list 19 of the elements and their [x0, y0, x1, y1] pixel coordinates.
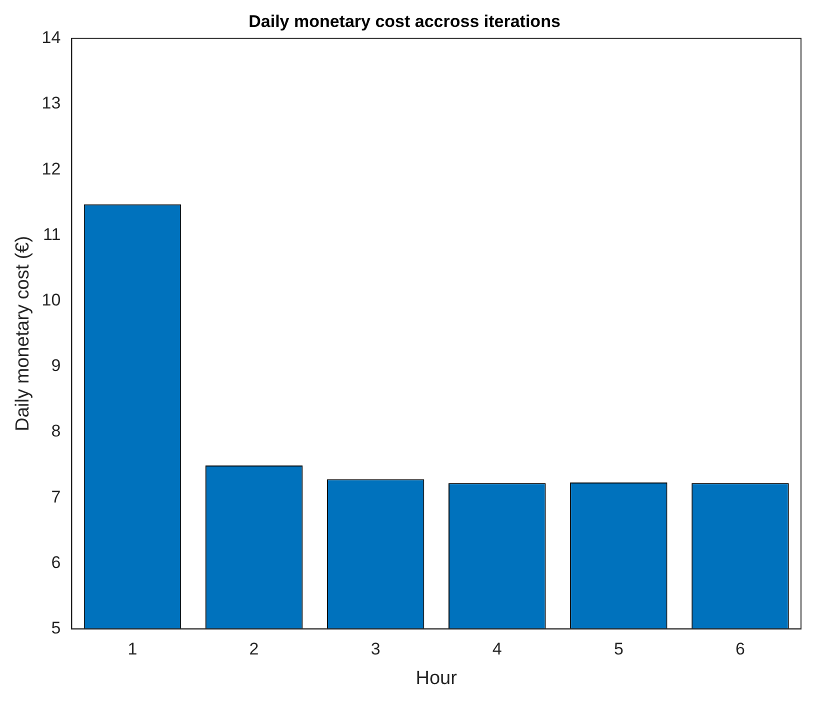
y-tick-label: 14 — [42, 28, 61, 48]
y-tick-label: 10 — [42, 290, 61, 310]
y-tick-label: 7 — [51, 487, 61, 506]
y-tick-label: 11 — [43, 224, 61, 244]
x-tick-label: 5 — [614, 640, 624, 659]
y-tick-label: 6 — [51, 552, 61, 572]
x-axis-title: Hour — [416, 668, 458, 689]
x-tick-label: 2 — [249, 640, 259, 659]
y-axis-title: Daily monetary cost (€) — [12, 236, 34, 432]
y-tick-label: 8 — [51, 422, 61, 441]
y-tick-label: 13 — [42, 94, 61, 113]
x-tick-label: 4 — [492, 640, 502, 659]
y-tick-label: 9 — [51, 356, 61, 376]
x-tick-label: 3 — [370, 640, 380, 659]
x-tick-label: 1 — [128, 640, 138, 659]
y-tick-label: 5 — [51, 618, 61, 638]
chart-title: Daily monetary cost accross iterations — [248, 12, 560, 31]
x-tick-label: 6 — [735, 640, 745, 659]
y-tick-label: 12 — [42, 159, 61, 178]
